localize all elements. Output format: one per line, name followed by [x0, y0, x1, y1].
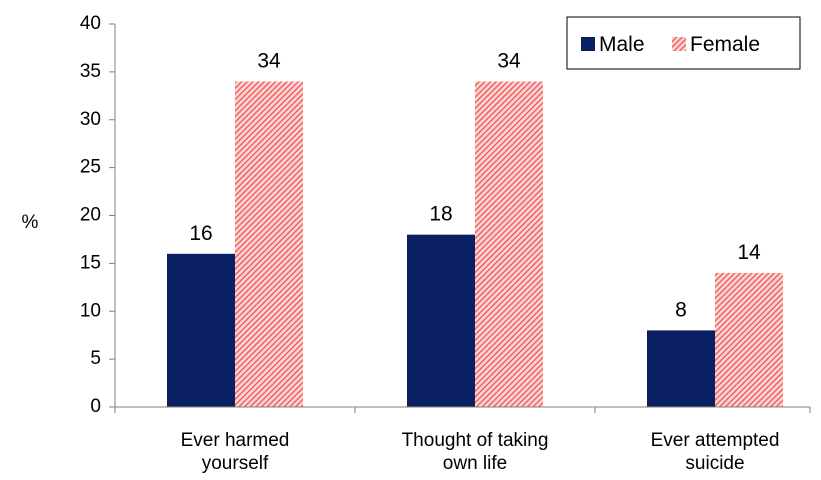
legend-swatch-female: [672, 37, 686, 51]
bar-female-1: [475, 81, 543, 407]
data-label-female-1: 34: [497, 49, 521, 72]
y-tick-label: 0: [90, 396, 101, 417]
data-label-male-0: 16: [189, 222, 212, 245]
bars-group: [167, 81, 783, 407]
y-tick-label: 30: [80, 109, 101, 130]
category-label-line: Ever harmed: [181, 430, 290, 451]
legend-swatch-male: [581, 37, 595, 51]
data-label-female-2: 14: [737, 241, 761, 264]
y-tick-label: 40: [80, 13, 101, 34]
legend: Male Female: [566, 16, 801, 70]
bar-male-1: [407, 234, 475, 407]
y-tick-label: 15: [80, 252, 101, 273]
bar-female-0: [235, 81, 303, 407]
category-label-line: own life: [443, 453, 507, 474]
category-label-0: Ever harmed yourself: [181, 430, 290, 474]
y-axis-label: %: [22, 212, 39, 233]
category-label-2: Ever attempted suicide: [651, 430, 780, 474]
legend-label-male: Male: [599, 33, 645, 56]
category-label-1: Thought of taking own life: [402, 430, 549, 474]
y-tick-label: 5: [90, 348, 101, 369]
y-tick-label: 35: [80, 61, 101, 82]
data-label-female-0: 34: [257, 49, 281, 72]
category-label-line: suicide: [685, 453, 744, 474]
y-tick-label: 25: [80, 157, 101, 178]
y-tick-label: 10: [80, 300, 101, 321]
data-label-male-1: 18: [429, 203, 452, 226]
category-label-line: Ever attempted: [651, 430, 780, 451]
bar-male-0: [167, 253, 235, 407]
data-label-male-2: 8: [675, 298, 687, 321]
legend-label-female: Female: [690, 33, 760, 56]
category-label-line: yourself: [202, 453, 269, 474]
y-axis-ticks: 0 5 10 15 20 25 30 35 40: [80, 13, 115, 417]
bar-male-2: [647, 330, 715, 407]
category-labels: Ever harmed yourself Thought of taking own …: [181, 430, 780, 474]
axes: [114, 24, 811, 413]
category-label-line: Thought of taking: [402, 430, 549, 451]
bar-female-2: [715, 272, 783, 407]
data-labels-group: 16 34 18 34 8 14: [189, 49, 761, 321]
y-tick-label: 20: [80, 205, 101, 226]
